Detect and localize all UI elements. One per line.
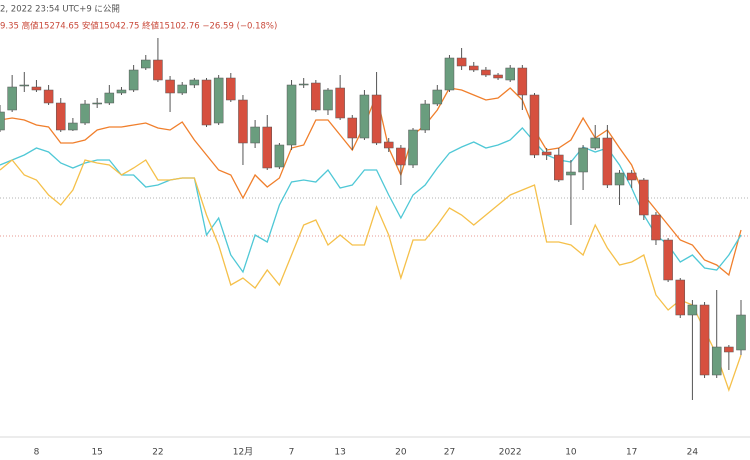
candle-body	[663, 239, 673, 281]
candle-body	[602, 137, 613, 186]
candle-body	[444, 57, 455, 91]
x-tick-label: 15	[91, 448, 102, 458]
published-text: 2, 2022 23:54 UTC+9 に公開	[0, 5, 120, 15]
x-tick-label: 24	[687, 448, 699, 458]
candle-body	[590, 137, 600, 149]
indicator-line	[0, 87, 742, 277]
indicator-line	[0, 127, 742, 274]
candle-body	[493, 74, 503, 79]
candle-body	[529, 94, 540, 156]
candle-body	[226, 77, 236, 101]
candle-body	[286, 84, 297, 146]
candle-body	[323, 89, 333, 111]
candle-body	[566, 171, 576, 176]
x-tick-label: 17	[626, 448, 637, 458]
candle-body	[675, 279, 686, 316]
candle-body	[408, 129, 418, 166]
x-tick-label: 10	[565, 448, 577, 458]
candle-body	[699, 304, 710, 376]
candle-body	[456, 57, 467, 67]
candle-body	[177, 84, 187, 94]
x-tick-label: 22	[152, 448, 163, 458]
candle-body	[711, 346, 722, 376]
x-tick-label: 7	[289, 448, 295, 458]
candle-body	[274, 144, 285, 168]
candle-body	[68, 122, 78, 131]
candle-body	[238, 99, 248, 144]
candle-body	[651, 214, 661, 241]
candle-body	[7, 86, 17, 111]
header-bg	[0, 0, 750, 34]
x-tick-label: 2022	[499, 448, 522, 458]
candle-body	[116, 89, 127, 94]
x-tick-label: 13	[334, 448, 345, 458]
candle-body	[55, 102, 66, 131]
candle-body	[505, 67, 515, 81]
candle-body	[19, 84, 30, 87]
candle-body	[262, 126, 272, 169]
candle-body	[43, 89, 54, 104]
candle-body	[153, 59, 163, 81]
candle-body	[347, 117, 358, 139]
candle-body	[128, 69, 139, 91]
candle-body	[554, 154, 564, 181]
plot	[0, 38, 746, 400]
candle-body	[213, 77, 224, 124]
candle-body	[687, 304, 698, 316]
candle-body	[80, 103, 90, 124]
ohlc-text: 9.35 高値15274.65 安値15042.75 終値15102.76 −2…	[0, 21, 277, 32]
candle-body	[311, 82, 321, 111]
candle-body	[92, 102, 102, 105]
candle-body	[639, 179, 649, 216]
candle-body	[335, 87, 345, 119]
candle-body	[165, 79, 175, 94]
candle-body	[0, 111, 5, 131]
candle-body	[250, 126, 260, 144]
candle-body	[359, 94, 370, 139]
candle-body	[104, 92, 115, 104]
candle-body	[189, 79, 200, 86]
candle-body	[432, 89, 443, 105]
candle-body	[626, 172, 637, 181]
candle-body	[141, 59, 151, 69]
candle-body	[614, 172, 625, 186]
candle-body	[383, 141, 394, 149]
candle-body	[31, 86, 42, 91]
candle-body	[201, 79, 212, 126]
candle-body	[724, 346, 734, 353]
candle-body	[736, 314, 746, 351]
candle-body	[517, 67, 528, 96]
candle-body	[298, 83, 309, 86]
x-tick-label: 8	[34, 448, 40, 458]
candle-body	[578, 147, 588, 173]
x-tick-label: 20	[395, 448, 407, 458]
candle-body	[481, 69, 491, 76]
candle-body	[371, 94, 382, 144]
candle-body	[420, 103, 430, 131]
candle-body	[469, 65, 479, 71]
x-tick-label: 27	[444, 448, 455, 458]
x-tick-label: 12月	[233, 447, 253, 458]
candle-body	[396, 147, 406, 166]
indicator-line	[0, 159, 742, 392]
candle-body	[541, 151, 552, 156]
